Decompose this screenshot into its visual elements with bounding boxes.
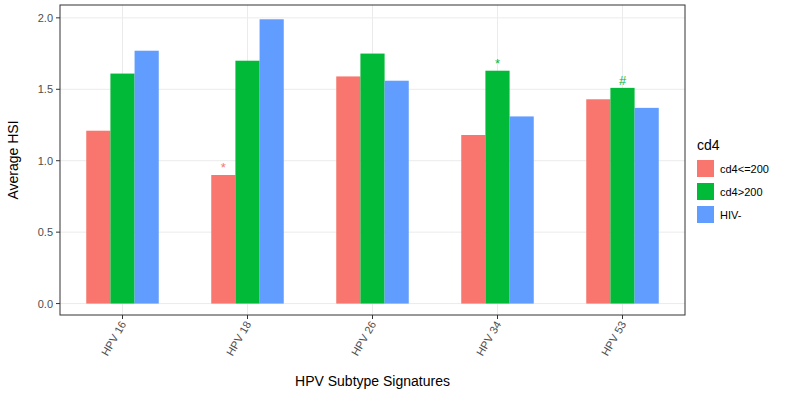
legend-swatch <box>697 183 714 200</box>
tick-label: 2.0 <box>38 12 53 24</box>
bar <box>336 76 360 303</box>
tick-label: 0.5 <box>38 226 53 238</box>
bar <box>110 74 134 304</box>
legend-swatch <box>697 206 714 223</box>
legend-title: cd4 <box>697 137 720 153</box>
annotation: # <box>619 73 627 88</box>
x-axis-title: HPV Subtype Signatures <box>295 373 450 389</box>
y-axis-title: Average HSI <box>5 120 21 199</box>
bar <box>360 54 384 304</box>
bar <box>211 175 235 304</box>
tick-label: 1.5 <box>38 83 53 95</box>
bar <box>635 108 659 304</box>
bar <box>610 88 634 304</box>
bar <box>586 99 610 303</box>
x-tick-label: HPV 26 <box>349 319 378 358</box>
x-tick-mark <box>622 315 623 319</box>
tick-mark <box>56 89 60 90</box>
bar <box>510 116 534 303</box>
chart: 0.0 0.5 1.0 1.5 2.0 * * # HPV 16 HPV 18 HPV 26 HPV … <box>0 0 789 395</box>
tick-label: 1.0 <box>38 155 53 167</box>
panel <box>60 5 685 315</box>
panel-border <box>60 5 685 315</box>
bars <box>86 19 659 303</box>
x-tick-label: HPV 16 <box>99 319 128 358</box>
tick-label: 0.0 <box>38 298 53 310</box>
bar <box>86 131 110 304</box>
bar <box>385 81 409 304</box>
annotation: * <box>221 160 226 175</box>
x-tick-mark <box>497 315 498 319</box>
tick-mark <box>56 232 60 233</box>
x-tick-mark <box>122 315 123 319</box>
bar <box>135 51 159 304</box>
bar <box>461 135 485 304</box>
x-tick-label: HPV 34 <box>474 319 503 358</box>
x-tick-mark <box>372 315 373 319</box>
annotation: * <box>495 56 500 71</box>
legend-label: cd4<=200 <box>720 163 769 175</box>
legend-swatch <box>697 160 714 177</box>
x-tick-label: HPV 53 <box>599 319 628 358</box>
tick-mark <box>56 303 60 304</box>
bar <box>260 19 284 303</box>
tick-mark <box>56 17 60 18</box>
tick-mark <box>56 160 60 161</box>
bar <box>235 61 259 304</box>
bar <box>485 71 509 304</box>
legend-label: HIV- <box>720 209 742 221</box>
x-tick-label: HPV 18 <box>224 319 253 358</box>
x-tick-mark <box>247 315 248 319</box>
legend-label: cd4>200 <box>720 186 763 198</box>
